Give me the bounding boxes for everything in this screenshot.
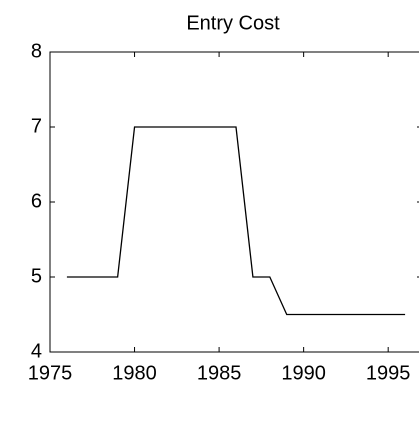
x-tick-label: 1985	[197, 362, 242, 384]
chart-title: Entry Cost	[186, 12, 280, 34]
y-tick-label: 8	[31, 40, 42, 62]
plot-frame	[49, 51, 419, 353]
x-tick-label: 1990	[281, 362, 326, 384]
y-tick-label: 6	[31, 190, 42, 212]
x-tick-label: 1980	[112, 362, 157, 384]
x-tick-label: 1995	[366, 362, 411, 384]
y-tick-label: 4	[31, 340, 42, 362]
y-tick-label: 7	[31, 115, 42, 137]
x-tick-label: 1975	[28, 362, 73, 384]
line	[66, 126, 406, 316]
y-tick-label: 5	[31, 265, 42, 287]
